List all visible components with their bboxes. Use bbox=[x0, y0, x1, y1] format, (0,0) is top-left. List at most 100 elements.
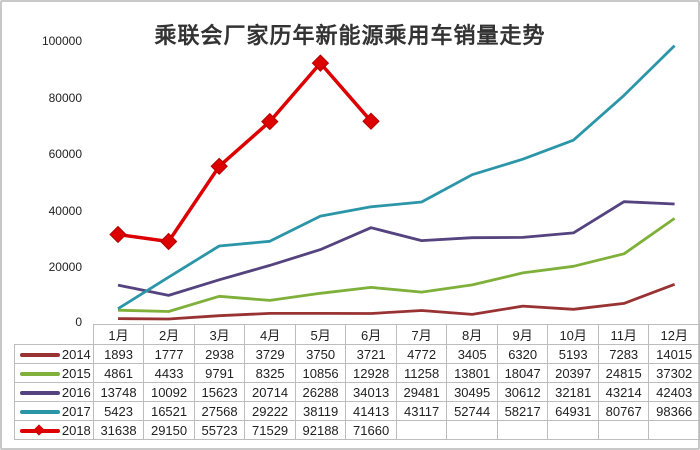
table-cell: 26288 bbox=[294, 382, 347, 402]
month-header: 11月 bbox=[597, 324, 650, 345]
table-cell: 5423 bbox=[92, 401, 145, 421]
table-cell: 29150 bbox=[143, 420, 195, 440]
table-cell: 98366 bbox=[648, 401, 700, 421]
series-label: 2017 bbox=[61, 403, 91, 419]
legend-line-icon bbox=[19, 391, 60, 396]
table-cell: 20714 bbox=[244, 382, 296, 402]
data-table: 1月 2月 3月 4月 5月 6月 7月 8月 9月 10月 11月 12月 2… bbox=[14, 324, 700, 440]
table-cell: 38119 bbox=[294, 401, 347, 421]
legend-entry: 2015 bbox=[14, 363, 94, 383]
table-cell: 15623 bbox=[193, 382, 246, 402]
table-cell: 64931 bbox=[547, 401, 599, 421]
y-tick-label: 60000 bbox=[48, 147, 82, 162]
month-header: 5月 bbox=[294, 324, 347, 345]
y-tick-label: 40000 bbox=[48, 203, 82, 218]
y-tick-label: 20000 bbox=[48, 260, 82, 275]
table-cell bbox=[547, 420, 599, 440]
series-line-2016 bbox=[117, 200, 675, 297]
table-cell: 8325 bbox=[244, 363, 296, 383]
table-row: 2015 4861 4433 9791 8325 10856 12928 11258 13801… bbox=[14, 363, 700, 383]
table-cell: 13801 bbox=[446, 363, 498, 383]
table-cell: 29222 bbox=[244, 401, 296, 421]
legend-entry: 2017 bbox=[14, 401, 94, 421]
y-tick-label: 0 bbox=[75, 315, 82, 329]
table-cell: 37302 bbox=[648, 363, 700, 383]
table-row: 2017 5423 16521 27568 29222 38119 41413 43117 52… bbox=[14, 401, 700, 421]
series-line-2017 bbox=[117, 44, 676, 310]
table-cell: 14015 bbox=[648, 344, 700, 364]
table-cell: 55723 bbox=[193, 420, 246, 440]
month-header: 10月 bbox=[547, 324, 599, 345]
month-header: 6月 bbox=[345, 324, 397, 345]
table-cell: 16521 bbox=[143, 401, 195, 421]
legend-entry: 2016 bbox=[14, 382, 94, 402]
series-label: 2016 bbox=[61, 384, 91, 400]
table-cell: 11258 bbox=[395, 363, 448, 383]
legend-line-icon bbox=[19, 353, 60, 358]
table-cell: 24815 bbox=[597, 363, 650, 383]
legend-entry: 2014 bbox=[14, 344, 94, 364]
month-header: 4月 bbox=[244, 324, 296, 345]
table-cell: 4861 bbox=[92, 363, 145, 383]
table-row: 2016 13748 10092 15623 20714 26288 34013 29481 3… bbox=[14, 382, 700, 402]
table-row: 2018 31638 29150 55723 71529 92188 71660 bbox=[14, 420, 700, 440]
table-cell: 34013 bbox=[345, 382, 397, 402]
table-cell: 31638 bbox=[92, 420, 145, 440]
table-cell: 18047 bbox=[496, 363, 549, 383]
month-header: 8月 bbox=[446, 324, 498, 345]
table-cell: 71660 bbox=[345, 420, 397, 440]
table-row: 2014 1893 1777 2938 3729 3750 3721 4772 3405 6320… bbox=[14, 344, 700, 364]
month-header: 12月 bbox=[648, 324, 700, 345]
series-line-2014 bbox=[117, 282, 676, 321]
table-cell bbox=[597, 420, 650, 440]
legend-line-icon bbox=[19, 410, 60, 415]
table-cell: 92188 bbox=[294, 420, 347, 440]
table-cell: 4772 bbox=[395, 344, 448, 364]
table-cell: 6320 bbox=[496, 344, 549, 364]
diamond-marker-icon bbox=[159, 232, 178, 251]
table-cell: 1777 bbox=[143, 344, 195, 364]
month-header: 7月 bbox=[395, 324, 448, 345]
y-tick-label: 80000 bbox=[48, 90, 82, 105]
table-cell bbox=[446, 420, 498, 440]
table-cell: 30612 bbox=[496, 382, 549, 402]
table-cell: 30495 bbox=[446, 382, 498, 402]
diamond-marker-icon bbox=[109, 225, 127, 244]
table-cell: 10092 bbox=[143, 382, 195, 402]
table-cell: 43117 bbox=[395, 401, 448, 421]
table-cell: 9791 bbox=[193, 363, 246, 383]
series-label: 2015 bbox=[61, 365, 91, 381]
table-cell: 7283 bbox=[597, 344, 650, 364]
table-cell: 3405 bbox=[446, 344, 498, 364]
table-header-row: 1月 2月 3月 4月 5月 6月 7月 8月 9月 10月 11月 12月 bbox=[14, 324, 700, 345]
legend-line-icon bbox=[19, 372, 60, 377]
table-cell: 80767 bbox=[597, 401, 650, 421]
diamond-marker-icon bbox=[311, 54, 330, 72]
legend-entry: 2018 bbox=[14, 420, 94, 440]
table-cell: 43214 bbox=[597, 382, 650, 402]
table-cell: 52744 bbox=[446, 401, 498, 421]
table-cell: 3721 bbox=[345, 344, 397, 364]
table-cell: 27568 bbox=[193, 401, 246, 421]
table-cell: 41413 bbox=[345, 401, 397, 421]
month-header: 9月 bbox=[496, 324, 549, 345]
diamond-marker-icon bbox=[362, 112, 380, 130]
table-cell: 13748 bbox=[92, 382, 145, 402]
table-cell: 32181 bbox=[547, 382, 599, 402]
diamond-marker-icon bbox=[261, 112, 279, 131]
table-cell: 20397 bbox=[547, 363, 599, 383]
legend-line-diamond-icon bbox=[19, 424, 60, 436]
table-cell: 12928 bbox=[345, 363, 397, 383]
table-cell bbox=[496, 420, 549, 440]
table-cell: 29481 bbox=[395, 382, 448, 402]
table-cell bbox=[648, 420, 700, 440]
series-label: 2014 bbox=[61, 346, 91, 362]
table-cell bbox=[395, 420, 448, 440]
table-cell: 71529 bbox=[244, 420, 296, 440]
diamond-marker-icon bbox=[210, 157, 228, 176]
table-cell: 42403 bbox=[648, 382, 700, 402]
table-corner bbox=[14, 324, 94, 345]
table-cell: 4433 bbox=[143, 363, 195, 383]
table-cell: 3729 bbox=[244, 344, 296, 364]
table-cell: 10856 bbox=[294, 363, 347, 383]
